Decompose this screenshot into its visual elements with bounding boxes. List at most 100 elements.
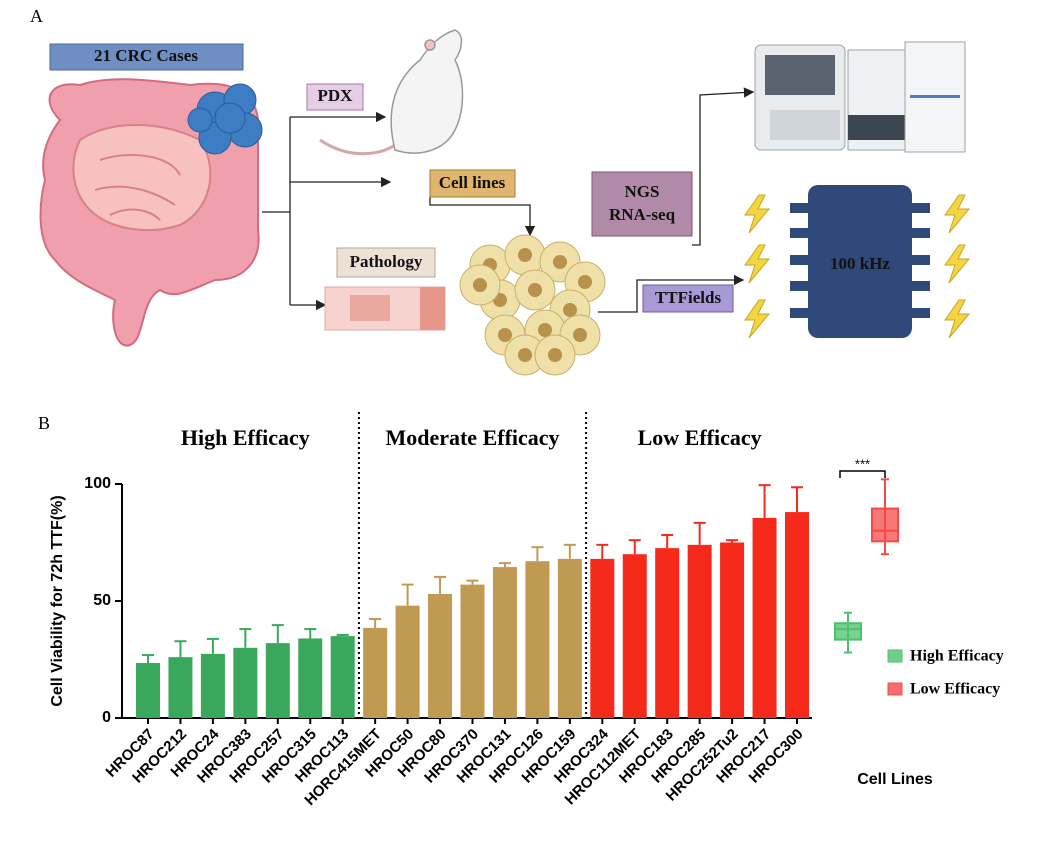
panel-label: A [30,6,43,26]
bar [136,663,160,718]
y-tick-label: 0 [102,709,111,726]
slide [324,286,446,331]
pathology-box [336,247,436,278]
legend-swatch [887,649,903,663]
plot: 0 50 100 Cell Viability for 72h TTF(%) Cell … [49,412,1004,809]
error-bar [726,539,739,543]
cell-lines-box [429,169,516,198]
legend-swatch [887,682,903,696]
error-bar [271,624,284,644]
nucleus [528,283,542,297]
legend-label: Low Efficacy [910,681,1000,698]
bar [395,605,420,718]
box [834,622,862,641]
pdx-label: PDX [318,86,354,105]
nucleus [518,248,532,262]
ttfields-label: TTFields [655,288,722,307]
bar [720,542,745,718]
cell-lines-label: Cell lines [439,173,506,192]
sequencer [754,41,966,153]
pin [912,308,930,318]
lightning [744,299,771,339]
nucleus [498,328,512,342]
bar [460,584,485,718]
ngs-label: NGS [625,182,660,201]
y-tick-label: 50 [93,592,111,609]
error-bar [434,575,447,594]
significance-bracket [839,470,886,478]
pin [790,308,808,318]
group-title: High Efficacy [181,425,310,450]
bar [363,627,388,718]
panel-label: B [38,413,50,433]
error-bar [206,637,219,654]
group-title: Moderate Efficacy [385,425,559,450]
nucleus [548,348,562,362]
error-bar [563,543,576,559]
nucleus [473,278,487,292]
bar [298,638,323,718]
nucleus [563,303,577,317]
bar [168,657,193,718]
arrows [262,87,755,313]
pin [912,203,930,213]
error-bar [661,534,674,549]
bar [752,517,777,718]
error-bar [628,539,641,555]
error-bar [239,628,252,648]
error-bar [791,486,803,513]
pin [912,255,930,265]
legend-label: High Efficacy [910,648,1004,665]
lightning [944,299,971,339]
bar [655,548,680,718]
error-bar [531,546,544,562]
nucleus [553,255,567,269]
error-bar [596,543,609,559]
y-tick-label: 100 [84,475,111,492]
bar [265,643,290,718]
ttfields-box [642,284,734,313]
bar [200,653,225,718]
lightning [744,244,771,284]
error-bar [693,521,706,545]
box [871,507,899,543]
bar [428,593,453,718]
group-title: Low Efficacy [638,425,762,450]
nucleus [538,323,552,337]
y-axis-label: Cell Viability for 72h TTF(%) [49,495,66,706]
nucleus [573,328,587,342]
pin [912,228,930,238]
pin [790,228,808,238]
cases-label: 21 CRC Cases [94,46,198,65]
nucleus [518,348,532,362]
frequency-label: 100 kHz [830,254,890,273]
pin [790,281,808,291]
pin [790,255,808,265]
bar [785,512,809,718]
x-axis-label: Cell Lines [857,771,933,788]
lightning [944,194,971,234]
bar [557,558,582,718]
ngs-box [591,171,693,237]
chip [744,185,971,339]
bar [687,544,712,718]
lightning [944,244,971,284]
error-bar [369,618,382,628]
significance-label: *** [855,456,870,471]
bar [622,554,647,718]
pin [912,281,930,291]
bar [492,567,517,718]
bar [233,647,258,718]
error-bar [336,633,349,637]
cell-cluster [459,234,606,376]
pathology-label: Pathology [350,252,423,271]
error-bar [498,562,511,568]
cases-box [49,43,244,71]
rat [319,29,464,156]
error-bar [466,579,479,585]
error-bar [401,583,414,606]
lightning [744,194,771,234]
pin [790,203,808,213]
error-bar [758,484,771,518]
